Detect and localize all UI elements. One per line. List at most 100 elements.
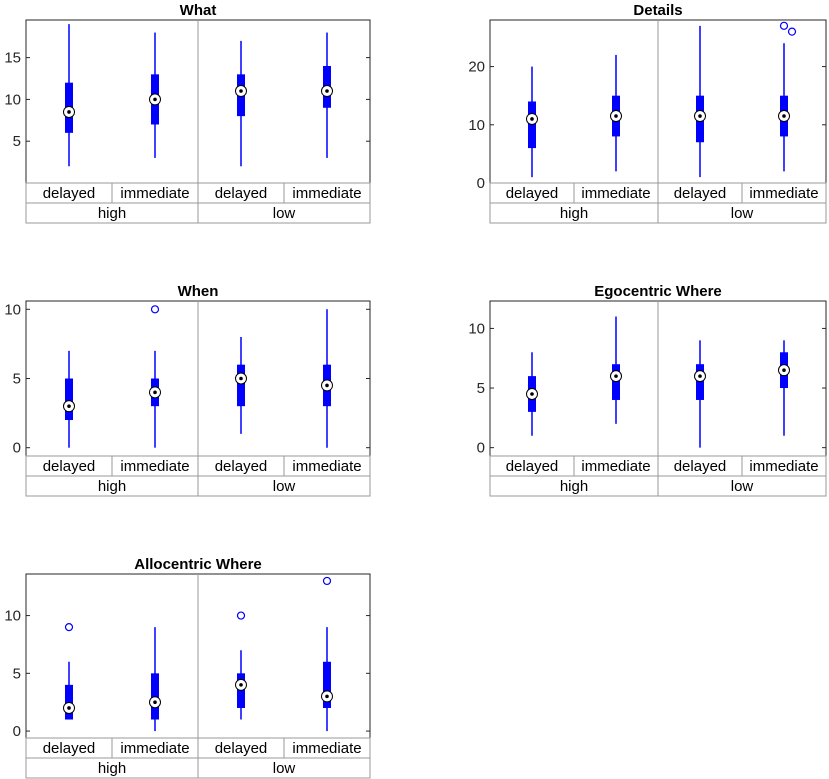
median-dot <box>67 706 71 710</box>
median-dot <box>530 117 534 121</box>
panel-title: Details <box>633 2 682 19</box>
outlier-point <box>322 576 332 586</box>
median-dot <box>153 97 157 102</box>
median-dot <box>67 404 71 408</box>
panel-title: Allocentric Where <box>134 556 262 573</box>
box-low-delayed <box>235 611 247 720</box>
median-dot <box>782 114 786 118</box>
median-dot <box>325 383 329 388</box>
panel-allocentric-where: Allocentric Where 0 5 10 delayed immediate hig… <box>4 556 371 779</box>
median-dot <box>67 110 71 114</box>
y-tick-label: 5 <box>477 380 485 397</box>
median-dot <box>614 374 618 378</box>
group-label: high <box>560 478 588 495</box>
group-label: high <box>98 205 126 222</box>
subgroup-label: delayed <box>215 740 268 757</box>
panel-title: Egocentric Where <box>594 283 722 300</box>
y-tick-label: 5 <box>13 371 21 388</box>
median-dot <box>698 374 702 378</box>
subgroup-label: immediate <box>292 185 361 202</box>
outlier-point <box>150 305 160 314</box>
box-low-delayed <box>235 40 247 167</box>
outlier-point <box>787 27 797 36</box>
box-low-delayed <box>235 336 247 434</box>
y-tick-label: 15 <box>4 50 21 67</box>
median-dot <box>325 694 329 699</box>
subgroup-label: immediate <box>749 458 818 475</box>
median-dot <box>239 376 243 381</box>
median-dot <box>530 392 534 396</box>
group-label: high <box>560 205 588 222</box>
y-tick-label: 0 <box>13 723 21 740</box>
subgroup-label: delayed <box>43 185 96 202</box>
box-high-immediate <box>149 305 161 448</box>
box-high-delayed <box>63 350 75 448</box>
box-low-delayed <box>694 340 706 448</box>
y-tick-label: 0 <box>13 440 21 457</box>
y-tick-label: 5 <box>13 133 21 150</box>
group-label: low <box>731 478 754 495</box>
box-iqr <box>323 661 331 708</box>
subgroup-label: immediate <box>581 458 650 475</box>
box-iqr <box>237 364 245 407</box>
box-low-immediate <box>321 576 333 732</box>
subgroup-label: delayed <box>674 458 727 475</box>
subgroup-label: delayed <box>215 458 268 475</box>
box-low-immediate <box>778 21 797 172</box>
box-high-immediate <box>149 32 161 158</box>
box-high-immediate <box>610 54 622 172</box>
median-dot <box>153 700 157 704</box>
y-tick-label: 10 <box>4 608 21 625</box>
group-label: high <box>98 760 126 777</box>
subgroup-label: delayed <box>215 185 268 202</box>
outlier-point <box>64 623 74 632</box>
subgroup-label: delayed <box>506 458 559 475</box>
group-label: low <box>731 205 754 222</box>
box-iqr <box>65 378 73 421</box>
subgroup-label: immediate <box>749 185 818 202</box>
median-dot <box>239 89 243 93</box>
y-tick-label: 0 <box>477 175 485 192</box>
panel-egocentric-where: Egocentric Where 0 5 10 delayed immediate high… <box>468 283 827 497</box>
subgroup-label: immediate <box>120 185 189 202</box>
median-dot <box>782 368 786 372</box>
box-high-delayed <box>526 66 538 178</box>
box-low-immediate <box>321 32 333 158</box>
box-low-immediate <box>321 309 333 448</box>
box-high-delayed <box>526 352 538 436</box>
panel-title: When <box>178 283 219 300</box>
y-tick-label: 10 <box>4 91 21 108</box>
subgroup-label: immediate <box>292 740 361 757</box>
median-dot <box>325 89 329 93</box>
median-dot <box>614 114 618 118</box>
y-tick-label: 20 <box>468 59 485 76</box>
y-tick-label: 0 <box>477 440 485 457</box>
median-dot <box>153 390 157 395</box>
group-label: high <box>98 478 126 495</box>
median-dot <box>698 114 702 118</box>
subgroup-label: immediate <box>581 185 650 202</box>
outlier-point <box>779 21 789 30</box>
subgroup-label: immediate <box>120 740 189 757</box>
median-dot <box>239 683 243 687</box>
box-low-delayed <box>694 25 706 178</box>
box-high-immediate <box>149 627 161 732</box>
group-label: low <box>273 760 296 777</box>
box-high-delayed <box>63 24 75 167</box>
box-high-immediate <box>610 316 622 424</box>
group-label: low <box>273 478 296 495</box>
subgroup-label: delayed <box>43 740 96 757</box>
y-tick-label: 10 <box>4 301 21 318</box>
subgroup-label: delayed <box>674 185 727 202</box>
box-low-immediate <box>778 340 790 436</box>
subgroup-label: immediate <box>120 458 189 475</box>
y-tick-label: 10 <box>468 117 485 134</box>
subgroup-label: immediate <box>292 458 361 475</box>
y-tick-label: 5 <box>13 665 21 682</box>
panel-title: What <box>180 2 217 19</box>
box-high-delayed <box>63 623 75 720</box>
